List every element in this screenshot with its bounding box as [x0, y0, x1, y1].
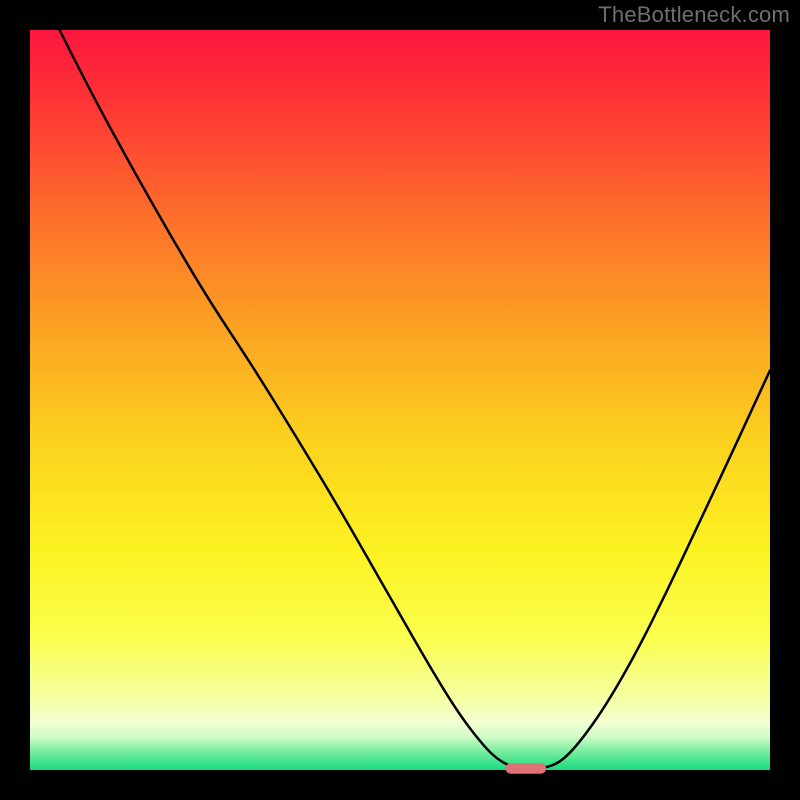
- optimal-point-marker: [505, 763, 546, 773]
- bottleneck-chart: [0, 0, 800, 800]
- watermark-text: TheBottleneck.com: [598, 2, 790, 28]
- chart-container: TheBottleneck.com: [0, 0, 800, 800]
- chart-gradient-bg: [30, 30, 770, 770]
